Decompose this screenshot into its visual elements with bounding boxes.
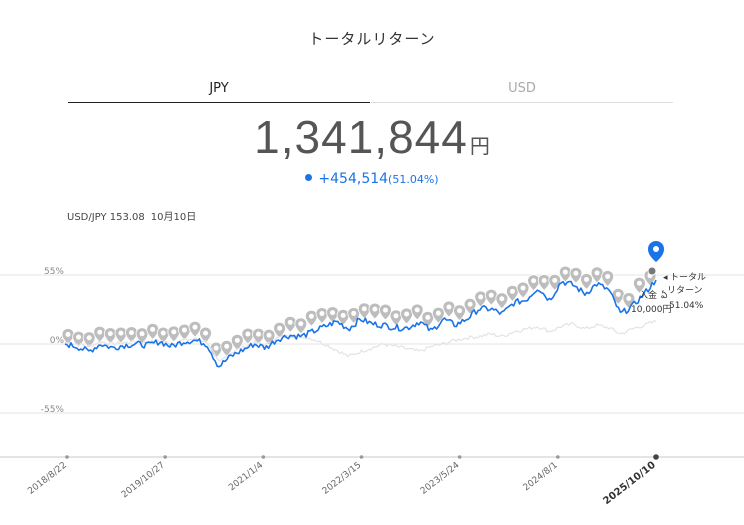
total-return-line bbox=[64, 279, 657, 368]
current-location-pin-icon[interactable] bbox=[648, 241, 664, 262]
total-value: 1,341,844 円 bbox=[0, 110, 744, 164]
deposit-marker-icon[interactable] bbox=[167, 325, 181, 343]
x-tick-label: 2024/8/1 bbox=[522, 460, 560, 493]
annotation-total-return-2: リターン bbox=[667, 285, 703, 296]
deposit-marker-icon[interactable] bbox=[495, 292, 509, 310]
fx-rate-label: USD/JPY 153.08 bbox=[67, 212, 145, 223]
x-tick-dot bbox=[359, 455, 364, 459]
x-tick-label: 2019/10/27 bbox=[120, 460, 167, 500]
deposit-marker-icon[interactable] bbox=[410, 303, 424, 321]
deposit-dot-icon bbox=[647, 266, 657, 276]
currency-tabs: JPY USD bbox=[68, 76, 673, 103]
annotation-total-return-percent: 51.04% bbox=[669, 301, 704, 311]
deposit-marker-icon[interactable] bbox=[114, 326, 128, 344]
y-tick-label: -55% bbox=[41, 405, 65, 415]
deposit-marker-icon[interactable] bbox=[177, 323, 191, 341]
deposit-marker-icon[interactable] bbox=[633, 276, 646, 294]
fx-date: 10月10日 bbox=[150, 212, 197, 223]
annotation-arrow-icon: ◂ bbox=[663, 273, 668, 283]
deposit-marker-icon[interactable] bbox=[548, 273, 562, 291]
deposit-bag-icon: ఏ bbox=[661, 290, 668, 301]
annotation-deposit-label: 入金 bbox=[639, 289, 657, 301]
total-amount: 1,341,844 bbox=[254, 111, 468, 163]
deposit-marker-icon[interactable] bbox=[569, 266, 583, 284]
deposit-marker-icon[interactable] bbox=[304, 309, 318, 327]
gain-amount: +454,514 bbox=[318, 171, 389, 187]
x-tick-label: 2021/1/4 bbox=[227, 460, 265, 493]
x-tick-dot bbox=[163, 455, 167, 459]
deposit-marker-icon[interactable] bbox=[188, 320, 202, 338]
deposit-marker-icon[interactable] bbox=[580, 273, 593, 291]
x-tick-dot bbox=[261, 455, 266, 459]
deposit-marker-icon[interactable] bbox=[230, 333, 244, 351]
deposit-marker-icon[interactable] bbox=[252, 327, 265, 345]
annotation-deposit-amount: 10,000円 bbox=[631, 304, 672, 315]
deposit-marker-icon[interactable] bbox=[220, 339, 234, 357]
deposit-marker-icon[interactable] bbox=[315, 307, 329, 325]
deposit-marker-icon[interactable] bbox=[421, 310, 435, 328]
deposit-marker-icon[interactable] bbox=[326, 306, 339, 324]
deposit-marker-icon[interactable] bbox=[294, 317, 308, 335]
x-tick-dot bbox=[457, 455, 462, 459]
x-tick-label: 2025/10/10 bbox=[601, 460, 657, 507]
deposit-marker-icon[interactable] bbox=[93, 325, 107, 343]
deposit-marker-icon[interactable] bbox=[146, 322, 160, 340]
deposit-marker-icon[interactable] bbox=[199, 326, 212, 344]
deposit-marker-icon[interactable] bbox=[379, 303, 392, 321]
deposit-marker-icon[interactable] bbox=[611, 287, 625, 305]
tab-jpy[interactable]: JPY bbox=[68, 76, 370, 103]
x-tick-label: 2023/5/24 bbox=[419, 460, 462, 496]
deposit-marker-icon[interactable] bbox=[103, 327, 117, 345]
deposit-marker-icon[interactable] bbox=[601, 270, 615, 288]
x-tick-dot bbox=[653, 454, 659, 460]
deposit-marker-icon[interactable] bbox=[135, 327, 149, 345]
deposit-marker-icon[interactable] bbox=[82, 331, 96, 349]
deposit-marker-icon[interactable] bbox=[622, 292, 636, 310]
x-tick-label: 2018/8/22 bbox=[26, 460, 69, 496]
deposit-marker-icon[interactable] bbox=[453, 304, 466, 322]
x-tick-label: 2022/3/15 bbox=[321, 460, 364, 496]
deposit-marker-icon[interactable] bbox=[273, 321, 287, 339]
benchmark-line bbox=[64, 320, 657, 362]
gain-summary: +454,514(51.04%) bbox=[0, 171, 744, 187]
deposit-marker-icon[interactable] bbox=[527, 274, 541, 292]
deposit-marker-icon[interactable] bbox=[357, 302, 371, 320]
gain-dot-icon bbox=[305, 173, 313, 181]
gain-percent: (51.04%) bbox=[388, 173, 439, 186]
deposit-marker-icon[interactable] bbox=[506, 284, 519, 302]
deposit-marker-icon[interactable] bbox=[442, 300, 456, 318]
currency-unit: 円 bbox=[469, 134, 490, 158]
deposit-marker-icon[interactable] bbox=[400, 307, 414, 325]
deposit-marker-icon[interactable] bbox=[558, 265, 572, 283]
deposit-marker-icon[interactable] bbox=[590, 266, 604, 284]
annotation-total-return-1: トータル bbox=[670, 272, 706, 283]
deposit-marker-icon[interactable] bbox=[484, 288, 498, 306]
deposit-marker-icon[interactable] bbox=[283, 315, 297, 333]
page-title: トータルリターン bbox=[308, 30, 436, 48]
x-tick-dot bbox=[556, 455, 560, 459]
deposit-marker-icon[interactable] bbox=[241, 327, 255, 345]
deposit-marker-icon[interactable] bbox=[389, 309, 403, 327]
deposit-marker-icon[interactable] bbox=[537, 274, 551, 292]
deposit-marker-icon[interactable] bbox=[72, 330, 85, 348]
fx-rate: USD/JPY 153.08 10月10日 bbox=[67, 208, 202, 223]
deposit-marker-icon[interactable] bbox=[347, 307, 361, 324]
deposit-marker-icon[interactable] bbox=[125, 326, 138, 344]
x-tick-dot bbox=[65, 455, 69, 459]
y-tick-label: 55% bbox=[44, 267, 64, 277]
deposit-marker-icon[interactable] bbox=[431, 306, 445, 324]
deposit-marker-icon[interactable] bbox=[516, 281, 530, 299]
tab-usd[interactable]: USD bbox=[371, 76, 673, 103]
deposit-marker-icon[interactable] bbox=[368, 302, 382, 320]
y-tick-label: 0% bbox=[50, 336, 65, 346]
